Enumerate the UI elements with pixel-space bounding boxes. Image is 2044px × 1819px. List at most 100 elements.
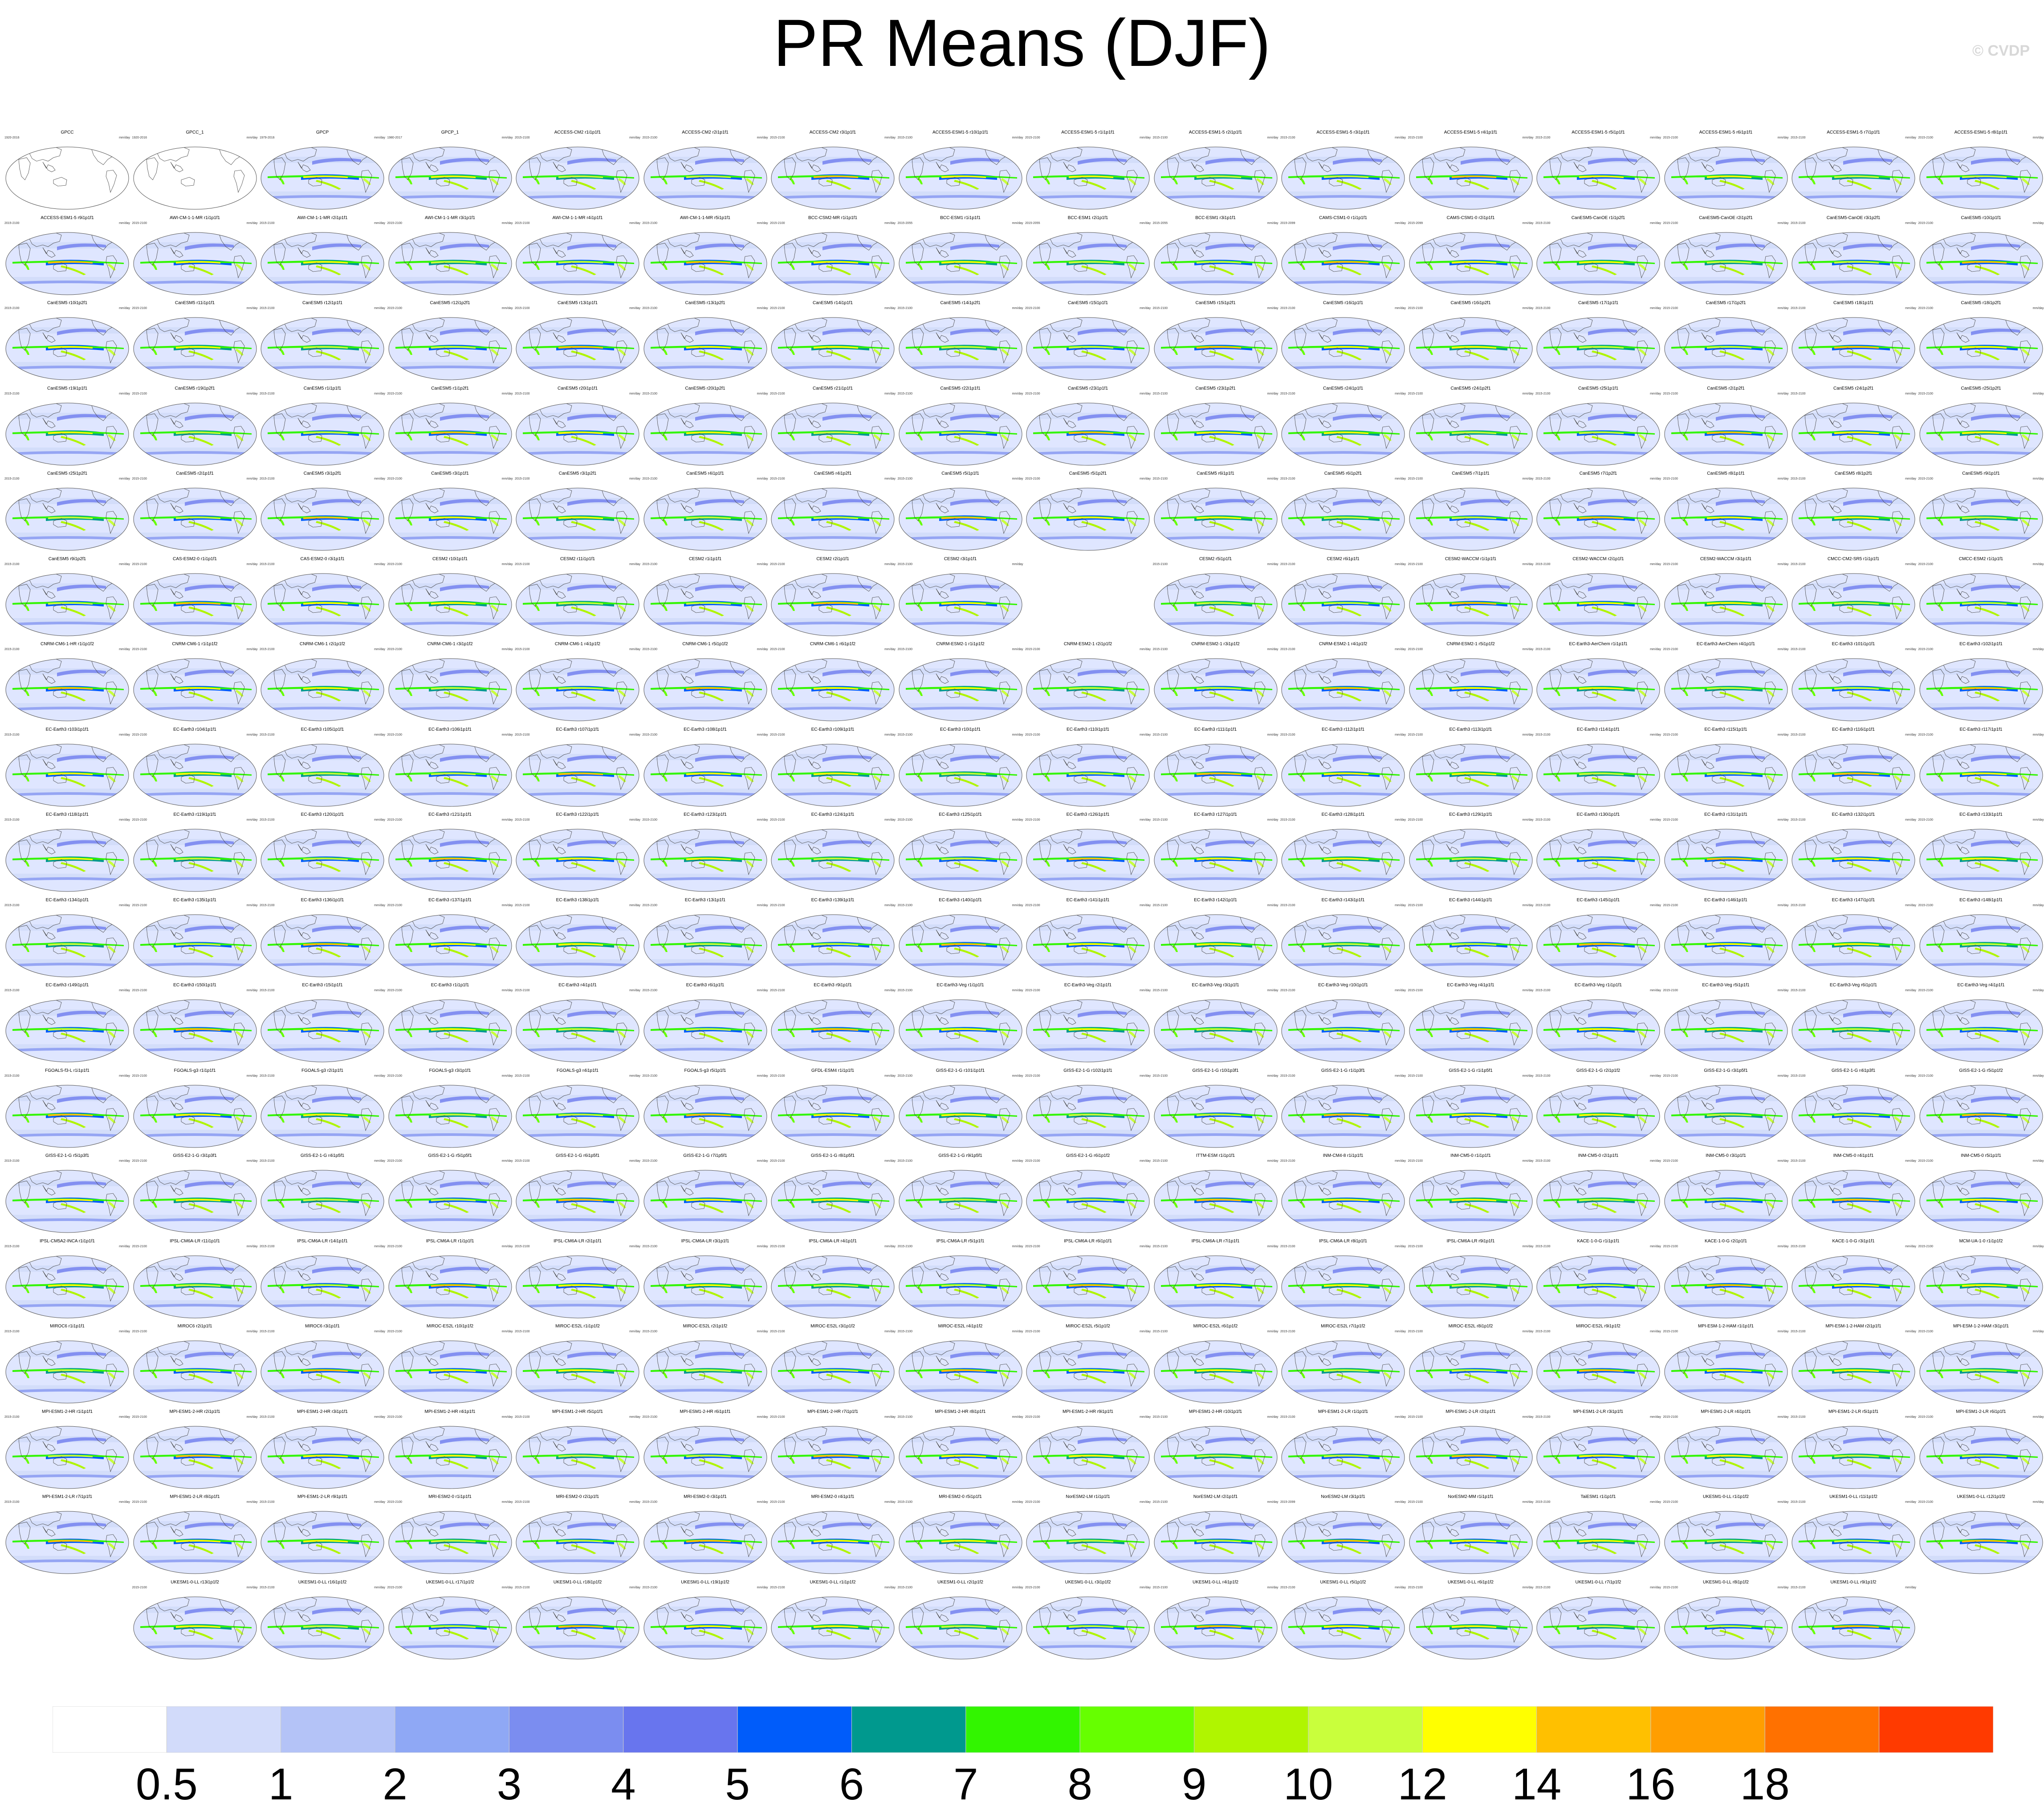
panel-years: 2015-2100: [642, 1160, 657, 1163]
continent-outline: [1519, 829, 1527, 831]
panel-title: FGOALS-g3 r5i1p1f1: [684, 1068, 726, 1073]
colorbar-swatch: [851, 1706, 966, 1753]
map-panel: IPSL-CM6A-LR r7i1p1f1 2015-2100 mm/day: [1152, 1239, 1279, 1324]
panel-units: mm/day: [374, 818, 385, 822]
panel-units: mm/day: [2032, 648, 2044, 651]
continent-outline: [1137, 1085, 1145, 1087]
map-border: [1409, 317, 1532, 380]
precip-map: [1281, 744, 1405, 806]
precip-map: [643, 146, 767, 210]
panel-title: EC-Earth3-Veg r6i1p1f1: [1829, 983, 1877, 988]
panel-years: 2015-2099: [1280, 221, 1295, 225]
continent-outline: [754, 147, 762, 149]
continent-outline: [1494, 147, 1519, 165]
panel-units: mm/day: [246, 136, 258, 139]
panel-years: 2015-2100: [1663, 1160, 1678, 1163]
continent-outline: [116, 1341, 124, 1343]
panel-years: 2015-2100: [897, 1160, 912, 1163]
continent-outline: [1828, 162, 1842, 172]
continent-outline: [1264, 1596, 1272, 1599]
panel-units: mm/day: [1777, 1586, 1789, 1589]
panel-years: 2015-2100: [1408, 1160, 1423, 1163]
map-panel: EC-Earth3 r123i1p1f1 2015-2100 mm/day: [642, 812, 769, 898]
continent-outline: [616, 426, 627, 449]
panel-units: mm/day: [757, 477, 768, 480]
panel-years: 2015-2100: [1535, 392, 1551, 395]
map-panel: INM-CM4-8 r1i1p1f1 2015-2100 mm/day: [1279, 1153, 1407, 1239]
continent-outline: [1039, 328, 1051, 351]
panel-years: 2015-2100: [1791, 1330, 1806, 1333]
continent-outline: [244, 744, 252, 746]
panel-title: EC-Earth3 r131i1p1f1: [1704, 812, 1747, 817]
continent-outline: [1009, 403, 1017, 405]
map-panel: EC-Earth3 r121i1p1f1 2015-2100 mm/day: [387, 812, 514, 898]
map-panel: UKESM1-0-LL r13i1p1f2 2015-2100 mm/day: [131, 1580, 259, 1665]
panel-years: 2015-2100: [897, 1330, 912, 1333]
continent-outline: [1009, 147, 1017, 149]
panel-title: EC-Earth3 r105i1p1f1: [301, 727, 344, 732]
panel-title: EC-Earth3 r123i1p1f1: [684, 812, 727, 817]
panel-years: 2015-2100: [897, 307, 912, 310]
panel-years: 2015-2100: [1663, 1586, 1678, 1589]
continent-outline: [1967, 347, 1981, 357]
panel-title: EC-Earth3 r126i1p1f1: [1066, 812, 1110, 817]
panel-years: 2015-2100: [1791, 1415, 1806, 1419]
map-panel: INM-CM5-0 r4i1p1f1 2015-2100 mm/day: [1790, 1153, 1917, 1239]
continent-outline: [983, 403, 1008, 421]
panel-years: 2015-2100: [897, 136, 912, 139]
panel-units: mm/day: [1650, 648, 1661, 651]
panel-units: mm/day: [1012, 1245, 1023, 1248]
map-panel: CanESM5 r4i1p1f1 2015-2100 mm/day: [642, 471, 769, 557]
panel-units: mm/day: [629, 818, 640, 822]
panel-years: 2015-2100: [1025, 733, 1040, 737]
continent-outline: [244, 1511, 252, 1514]
panel-units: mm/day: [757, 1330, 768, 1333]
precip-map: [1026, 403, 1150, 465]
precip-map: [643, 914, 767, 977]
map-panel: ACCESS-CM2 r3i1p1f1 2015-2100 mm/day: [769, 130, 896, 216]
precip-map: [899, 317, 1022, 380]
panel-title: GISS-E2-1-G r9i1p5f1: [938, 1153, 982, 1158]
precip-map: [1664, 573, 1787, 636]
panel-years: 2015-2100: [1663, 136, 1678, 139]
panel-title: EC-Earth3 r142i1p1f1: [1194, 897, 1237, 903]
continent-outline: [1519, 147, 1527, 149]
panel-years: 2015-2100: [1408, 903, 1423, 907]
continent-outline: [361, 255, 372, 278]
map-panel: GPCP_1 1980-2017 mm/day: [387, 130, 514, 216]
panel-years: 2015-2100: [897, 1501, 912, 1504]
continent-outline: [882, 659, 890, 661]
panel-units: mm/day: [119, 136, 130, 139]
panel-years: 2015-2100: [1408, 1074, 1423, 1078]
continent-outline: [1422, 157, 1434, 180]
precip-map: [1281, 146, 1405, 210]
panel-units: mm/day: [1522, 1330, 1534, 1333]
continent-outline: [1009, 914, 1017, 917]
continent-outline: [499, 488, 507, 490]
panel-units: mm/day: [1650, 477, 1661, 480]
continent-outline: [627, 1000, 635, 1002]
precip-map: [5, 829, 129, 892]
colorbar-swatch: [166, 1706, 281, 1753]
panel-title: MRI-ESM2-0 r3i1p1f1: [684, 1494, 727, 1499]
map-border: [1919, 232, 2043, 295]
precip-map: [771, 1340, 895, 1404]
continent-outline: [601, 403, 626, 421]
panel-title: NorESM2-LM r1i1p1f1: [1066, 1494, 1110, 1499]
panel-title: ACCESS-ESM1-5 r3i1p1f1: [1316, 130, 1370, 135]
precip-map: [1154, 829, 1277, 892]
continent-outline: [106, 255, 117, 278]
precip-map: [1536, 146, 1660, 210]
continent-outline: [371, 1000, 379, 1002]
map-panel: MPI-ESM1-2-HR r7i1p1f1 2015-2100 mm/day: [769, 1409, 896, 1495]
panel-title: UKESM1-0-LL r18i1p1f2: [553, 1579, 602, 1585]
map-panel: CanESM5-CanOE r1i1p2f1 2015-2100 mm/day: [1535, 216, 1662, 301]
continent-outline: [90, 403, 115, 421]
continent-outline: [499, 914, 507, 917]
panel-years: 1979-2016: [260, 136, 275, 139]
map-border: [133, 232, 257, 295]
panel-years: 2015-2100: [260, 903, 275, 907]
panel-title: CanESM5 r16i1p1f1: [1323, 301, 1364, 305]
map-border: [1919, 317, 2043, 380]
panel-units: mm/day: [629, 221, 640, 225]
